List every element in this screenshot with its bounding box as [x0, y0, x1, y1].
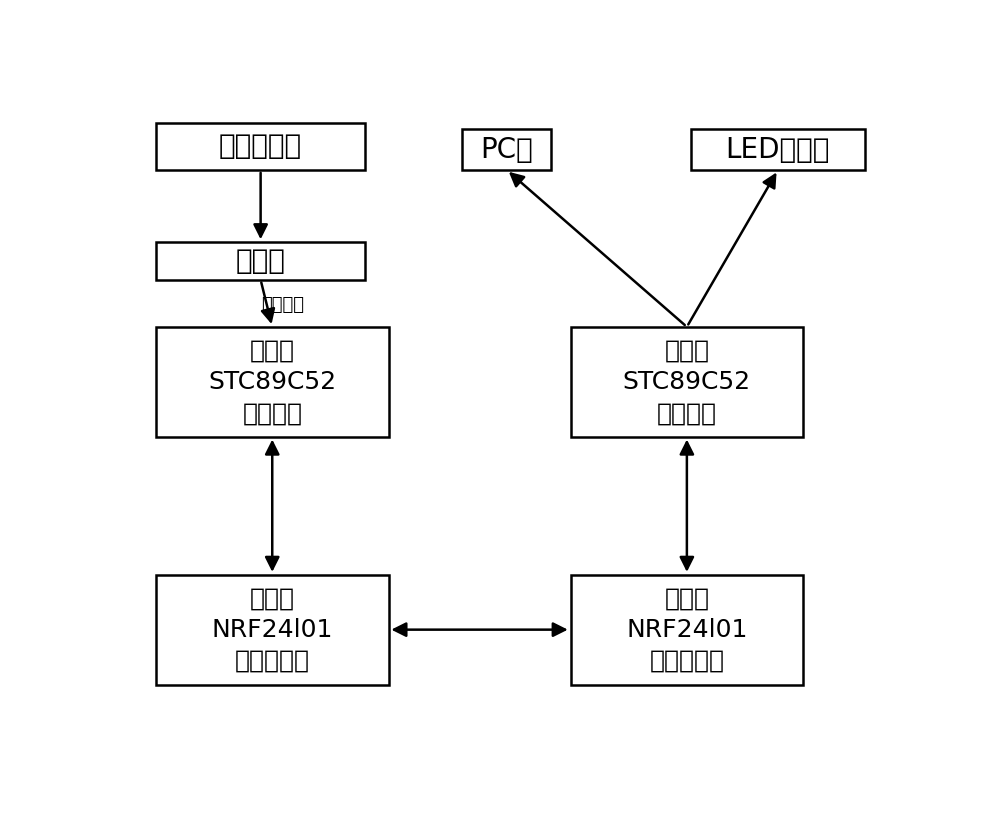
FancyBboxPatch shape [462, 129, 551, 170]
Text: 下位机: 下位机 [664, 338, 709, 363]
Text: 光电传感器: 光电传感器 [219, 132, 302, 161]
FancyBboxPatch shape [156, 327, 388, 437]
Text: 启动电源: 启动电源 [261, 296, 304, 314]
Text: NRF24l01: NRF24l01 [626, 618, 748, 641]
Text: 无线收发器: 无线收发器 [235, 649, 310, 673]
FancyBboxPatch shape [571, 327, 803, 437]
FancyBboxPatch shape [156, 575, 388, 685]
FancyBboxPatch shape [156, 123, 365, 170]
Text: STC89C52: STC89C52 [208, 370, 336, 394]
FancyBboxPatch shape [571, 575, 803, 685]
FancyArrowPatch shape [266, 443, 278, 569]
Text: NRF24l01: NRF24l01 [212, 618, 333, 641]
Text: PC机: PC机 [480, 135, 533, 164]
Text: 无线收发器: 无线收发器 [649, 649, 724, 673]
Text: 上位机: 上位机 [250, 586, 295, 610]
FancyBboxPatch shape [156, 242, 365, 280]
FancyArrowPatch shape [681, 443, 693, 569]
Text: STC89C52: STC89C52 [623, 370, 751, 394]
Text: 上位机: 上位机 [250, 338, 295, 363]
Text: 最小系统: 最小系统 [657, 401, 717, 425]
FancyArrowPatch shape [688, 174, 775, 324]
Text: 最小系统: 最小系统 [242, 401, 302, 425]
FancyArrowPatch shape [394, 623, 565, 636]
Text: LED显示器: LED显示器 [726, 135, 830, 164]
FancyArrowPatch shape [511, 174, 685, 325]
FancyArrowPatch shape [255, 173, 267, 236]
Text: 下位机: 下位机 [664, 586, 709, 610]
FancyBboxPatch shape [691, 129, 865, 170]
FancyArrowPatch shape [261, 283, 274, 321]
Text: 继电器: 继电器 [236, 247, 286, 275]
